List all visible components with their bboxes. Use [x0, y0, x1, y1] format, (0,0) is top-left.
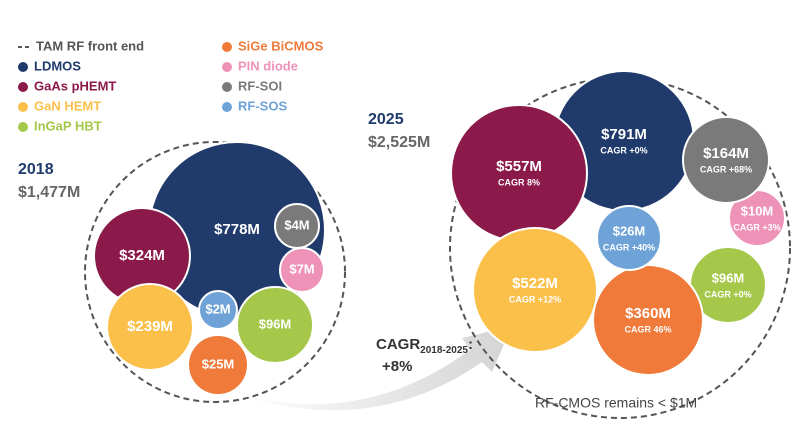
cagr-label: CAGR +68% — [700, 164, 752, 174]
value-label: $96M — [259, 316, 292, 331]
legend-swatch — [222, 82, 232, 92]
value-label: $96M — [712, 270, 745, 285]
cagr-label: CAGR 8% — [498, 177, 540, 187]
growth-arrow — [232, 326, 512, 411]
annotation-text: CAGR — [376, 336, 420, 353]
cagr-value: +8% — [382, 358, 412, 375]
value-label: $10M — [741, 203, 774, 218]
value-label: $7M — [289, 261, 314, 276]
value-label: $778M — [214, 221, 260, 238]
legend-swatch — [222, 42, 232, 52]
value-label: $2M — [205, 301, 230, 316]
cagr-label: CAGR 46% — [624, 324, 671, 334]
bubble-group: 2025 $2,525M $791M CAGR +0% $557M CAGR 8% $522… — [368, 70, 791, 419]
bubble-group: 2018 $1,477M $778M $324M $239M $96M $25M $7M $4M… — [18, 141, 346, 403]
annotation-suffix: : — [468, 336, 473, 353]
legend-label: InGaP HBT — [34, 118, 102, 133]
cagr-label: CAGR +0% — [704, 289, 751, 299]
cagr-label: CAGR +0% — [600, 145, 647, 155]
annotation-subscript: 2018-2025 — [420, 345, 468, 356]
bubble — [472, 227, 598, 353]
bubble — [596, 205, 662, 271]
value-label: $324M — [119, 247, 165, 264]
legend-label: SiGe BiCMOS — [238, 38, 324, 53]
value-label: $239M — [127, 318, 173, 335]
legend-label: RF-SOI — [238, 78, 282, 93]
cagr-label: CAGR +3% — [733, 222, 780, 232]
legend-swatch — [18, 102, 28, 112]
total-label: $2,525M — [368, 134, 430, 151]
cagr-annotation: CAGR2018-2025: — [376, 336, 473, 356]
bubble — [106, 283, 194, 371]
total-circle — [84, 141, 346, 403]
legend-label: PIN diode — [238, 58, 298, 73]
legend-label: RF-SOS — [238, 98, 287, 113]
value-label: $4M — [284, 217, 309, 232]
legend-label: GaN HEMT — [34, 98, 101, 113]
value-label: $164M — [703, 145, 749, 162]
bubble — [198, 290, 238, 330]
legend-label: GaAs pHEMT — [34, 78, 116, 93]
legend-title: TAM RF front end — [36, 38, 144, 53]
year-label: 2025 — [368, 111, 404, 128]
value-label: $557M — [496, 158, 542, 175]
legend-swatch — [18, 82, 28, 92]
value-label: $522M — [512, 275, 558, 292]
cagr-label: CAGR +40% — [603, 242, 655, 252]
value-label: $360M — [625, 305, 671, 322]
cagr-label: CAGR +12% — [509, 294, 561, 304]
legend-swatch — [222, 102, 232, 112]
value-label: $26M — [613, 223, 646, 238]
year-label: 2018 — [18, 161, 54, 178]
note: RF-CMOS remains < $1M — [535, 395, 697, 411]
bubble — [592, 264, 704, 376]
bubble-groups: 2018 $1,477M $778M $324M $239M $96M $25M $7M $4M… — [18, 70, 791, 419]
legend-swatch — [222, 62, 232, 72]
value-label: $25M — [202, 356, 235, 371]
legend-swatch — [18, 62, 28, 72]
bubble — [682, 116, 770, 204]
bubble — [187, 334, 249, 396]
legend-swatch — [18, 122, 28, 132]
legend-label: LDMOS — [34, 58, 81, 73]
value-label: $791M — [601, 126, 647, 143]
bubble — [236, 286, 314, 364]
legend: LDMOS GaAs pHEMT GaN HEMT InGaP HBT SiGe BiC… — [18, 38, 324, 133]
bubble — [274, 203, 320, 249]
total-label: $1,477M — [18, 184, 80, 201]
